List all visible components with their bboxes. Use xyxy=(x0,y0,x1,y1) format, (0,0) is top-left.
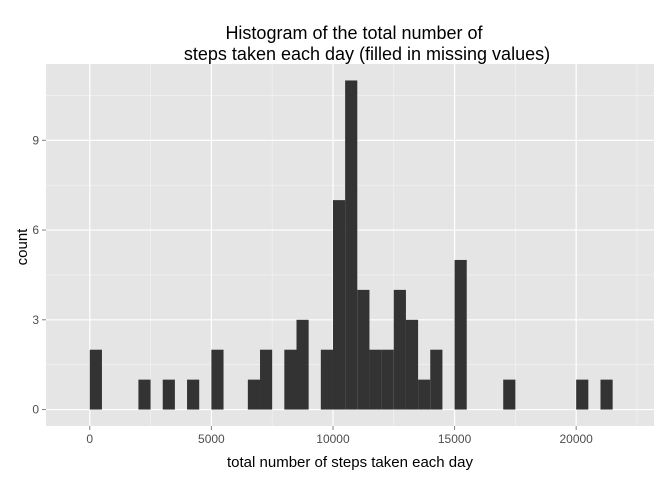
histogram-bar xyxy=(405,319,419,410)
histogram-bar xyxy=(503,379,516,410)
histogram-bar xyxy=(345,80,358,410)
y-tick-label: 6 xyxy=(32,223,39,237)
histogram-bar xyxy=(357,289,370,410)
histogram-bar xyxy=(454,259,467,410)
histogram-bar xyxy=(162,379,175,410)
chart-title-line-2: steps taken each day (filled in missing … xyxy=(184,44,550,64)
histogram-bar xyxy=(320,349,333,410)
x-axis-title: total number of steps taken each day xyxy=(227,454,473,471)
x-tick-label: 10000 xyxy=(316,432,350,446)
histogram-bar xyxy=(393,289,406,410)
y-tick-label: 0 xyxy=(32,403,39,417)
histogram-bar xyxy=(600,379,613,410)
x-tick-label: 5000 xyxy=(198,432,225,446)
histogram-bar xyxy=(89,349,102,410)
histogram-bar xyxy=(138,379,151,410)
histogram-bar xyxy=(576,379,589,410)
histogram-bars xyxy=(89,80,613,410)
x-tick-label: 15000 xyxy=(438,432,472,446)
histogram-bar xyxy=(211,349,224,410)
histogram-bar xyxy=(430,349,443,410)
chart-title: Histogram of the total number of steps t… xyxy=(184,23,550,64)
x-tick-label: 0 xyxy=(86,432,93,446)
y-tick-label: 3 xyxy=(32,313,39,327)
histogram-bar xyxy=(296,319,309,410)
histogram-bar xyxy=(187,379,200,410)
x-tick-label: 20000 xyxy=(559,432,593,446)
y-axis-title: count xyxy=(14,228,31,266)
histogram-bar xyxy=(418,379,431,410)
histogram-bar xyxy=(284,349,297,410)
histogram-bar xyxy=(260,349,273,410)
y-tick-label: 9 xyxy=(32,133,39,147)
y-axis-ticks: 0 3 6 9 xyxy=(32,133,46,417)
histogram-bar xyxy=(332,200,346,410)
histogram-bar xyxy=(369,349,382,410)
x-axis-ticks: 0 5000 10000 15000 20000 xyxy=(86,426,593,446)
histogram-bar xyxy=(247,379,261,410)
chart-title-line-1: Histogram of the total number of xyxy=(225,23,483,43)
histogram-bar xyxy=(381,349,394,410)
